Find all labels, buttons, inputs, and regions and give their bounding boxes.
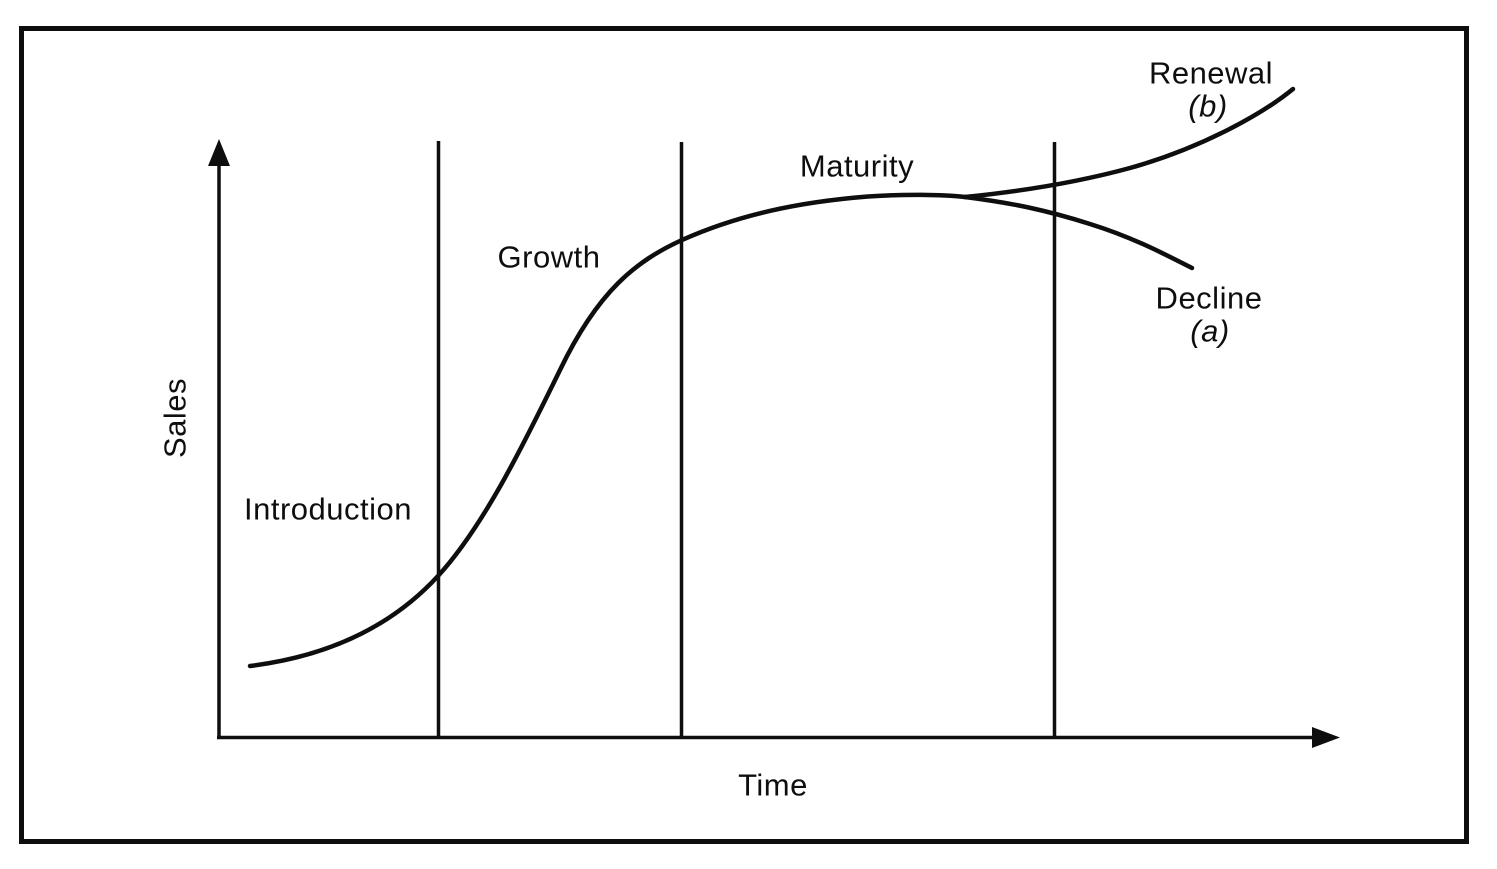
x-axis-label: Time <box>738 767 808 803</box>
phase-label-growth: Growth <box>497 239 601 275</box>
branch-tag-decline: (a) <box>1190 313 1230 349</box>
y-axis-arrowhead-icon <box>208 139 230 166</box>
figure-frame <box>19 26 1469 844</box>
branch-label-decline: Decline <box>1155 280 1263 316</box>
renewal-branch-curve <box>962 86 1296 200</box>
branch-tag-renewal: (b) <box>1188 88 1228 124</box>
decline-branch-curve <box>962 194 1195 271</box>
branch-label-renewal: Renewal <box>1148 55 1274 91</box>
x-axis-arrowhead-icon <box>1312 727 1340 748</box>
phase-label-introduction: Introduction <box>244 491 412 527</box>
life-cycle-curve <box>247 192 968 669</box>
y-axis-label: Sales <box>157 377 193 459</box>
phase-label-maturity: Maturity <box>799 148 915 184</box>
